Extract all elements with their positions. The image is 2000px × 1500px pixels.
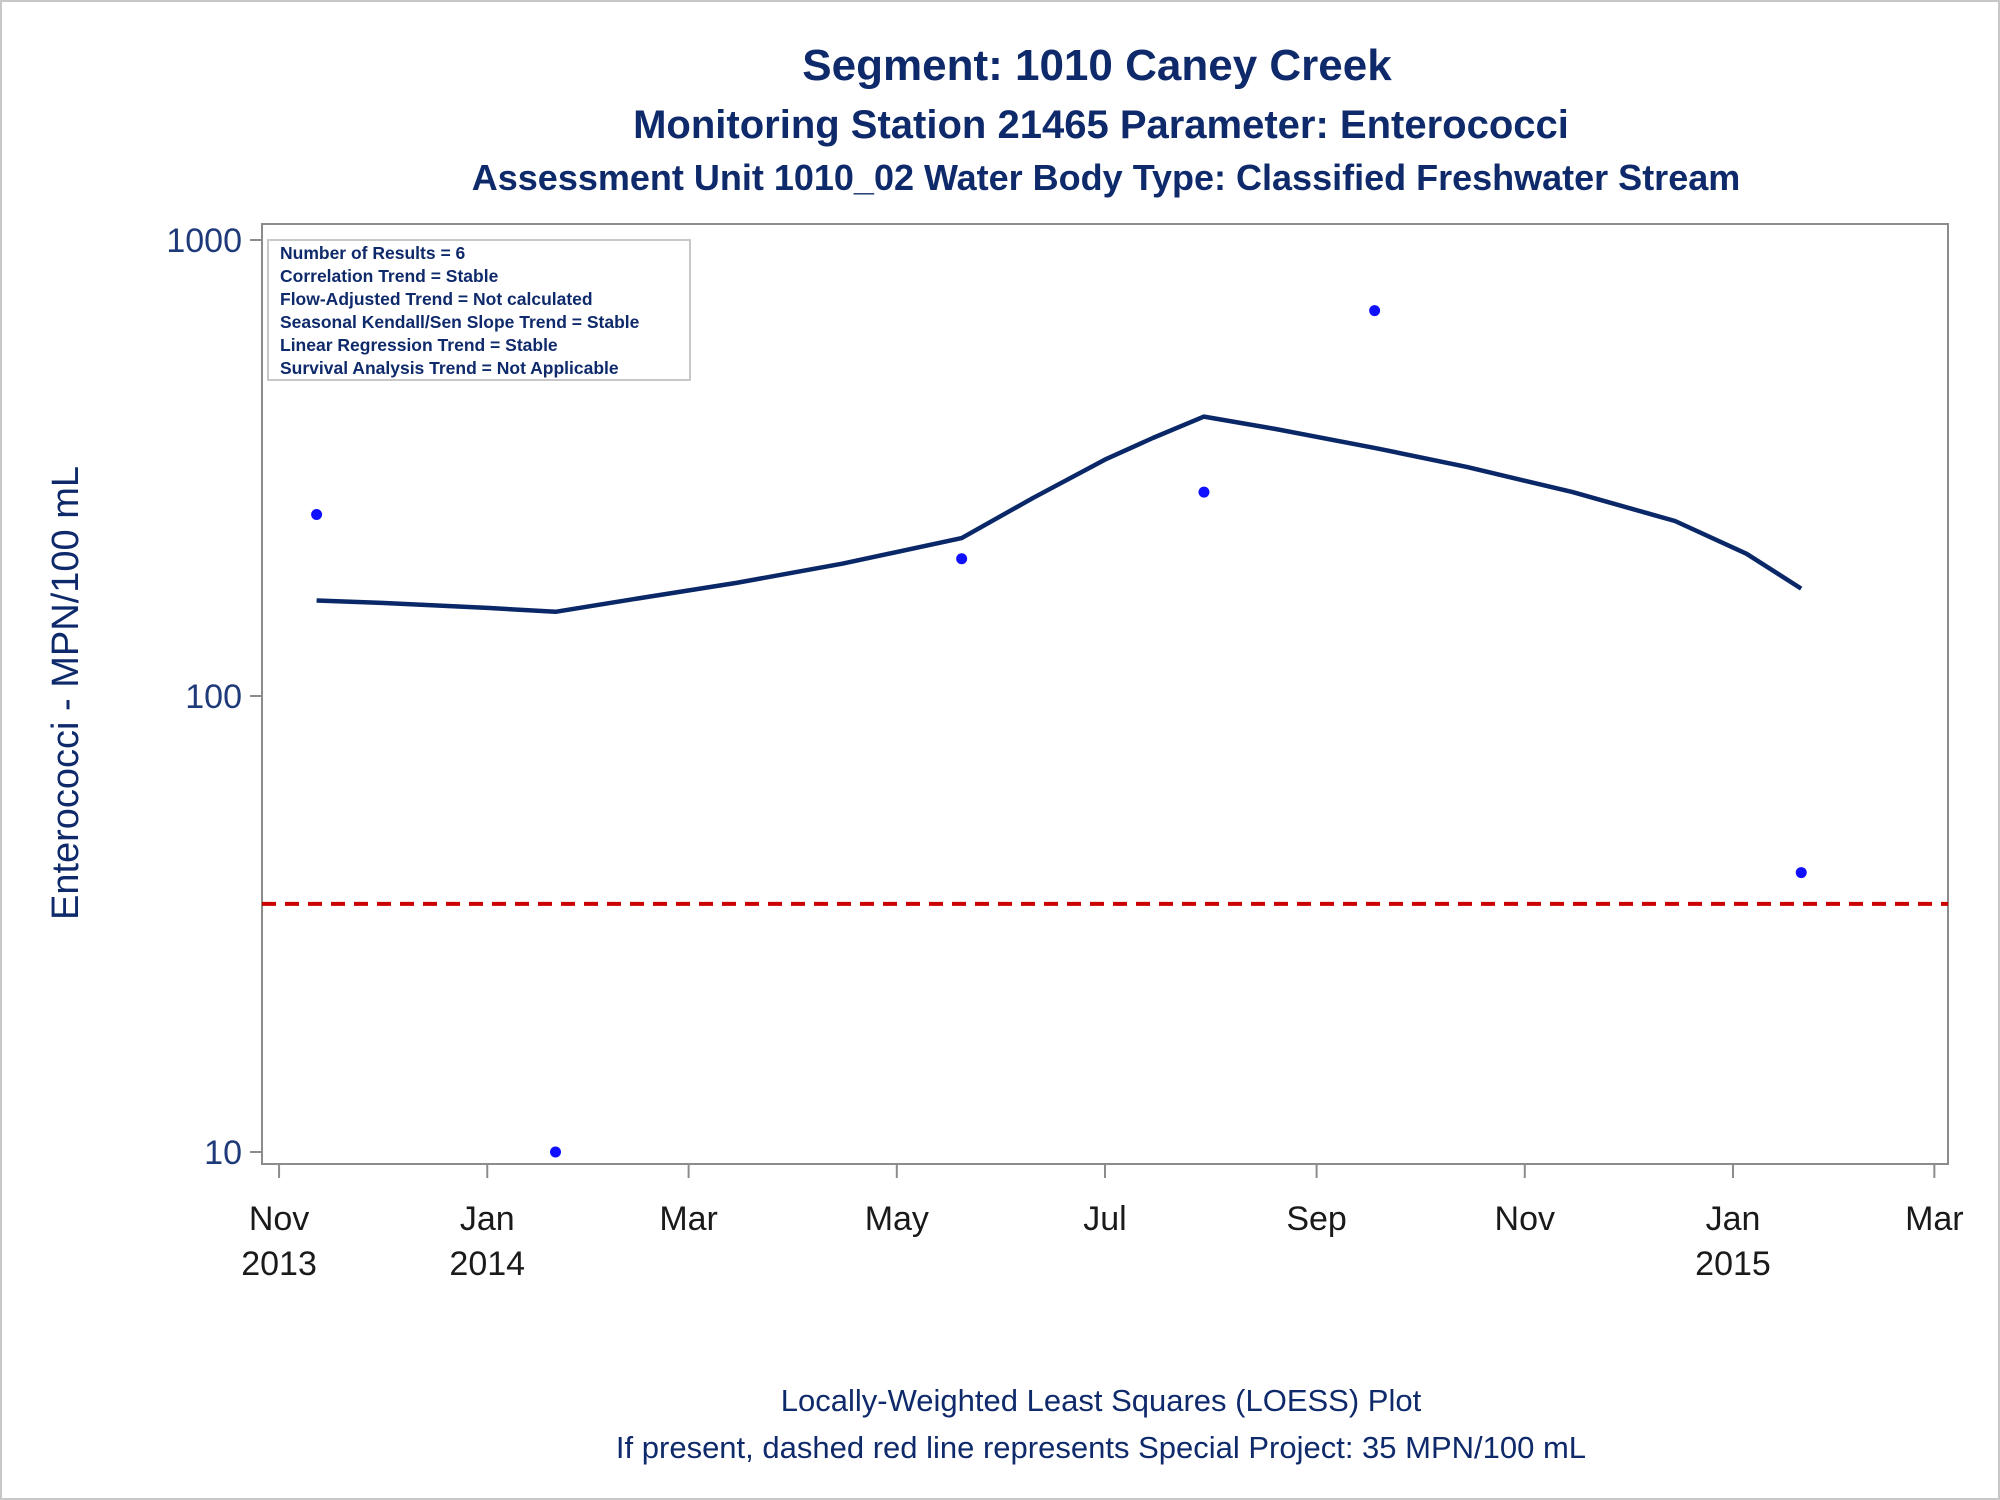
x-tick-label: Jan <box>1706 1200 1761 1238</box>
chart-subtitle-2: Assessment Unit 1010_02 Water Body Type:… <box>472 157 1741 198</box>
y-tick-label: 1000 <box>166 222 242 260</box>
x-tick-label: Mar <box>659 1200 718 1238</box>
y-axis-label: Enterococci - MPN/100 mL <box>45 466 87 920</box>
stats-box: Number of Results = 6 Correlation Trend … <box>267 239 691 381</box>
data-points <box>311 305 1807 1158</box>
x-tick-label: Nov <box>1495 1200 1555 1238</box>
footnote-reference: If present, dashed red line represents S… <box>616 1430 1586 1465</box>
x-tick-label: Jul <box>1083 1200 1126 1238</box>
x-tick-label: 2014 <box>449 1245 525 1283</box>
data-point <box>1198 486 1210 498</box>
x-tick-label: May <box>865 1200 929 1238</box>
x-tick-label: Mar <box>1905 1200 1964 1238</box>
x-tick-label: Jan <box>460 1200 515 1238</box>
chart-title: Segment: 1010 Caney Creek <box>802 41 1392 90</box>
y-tick-label: 10 <box>204 1134 242 1172</box>
stats-line-flow-adjusted: Flow-Adjusted Trend = Not calculated <box>280 289 593 309</box>
data-point <box>1369 305 1381 317</box>
stats-line-linear-regression: Linear Regression Trend = Stable <box>280 335 558 355</box>
x-tick-label: Nov <box>249 1200 309 1238</box>
footnote-loess: Locally-Weighted Least Squares (LOESS) P… <box>781 1383 1422 1418</box>
stats-line-results: Number of Results = 6 <box>280 243 466 263</box>
x-axis: Nov 2013 Jan 2014 Mar May Jul Sep Nov Jan 2015 Mar <box>241 1164 1964 1283</box>
stats-line-seasonal-kendall: Seasonal Kendall/Sen Slope Trend = Stabl… <box>280 312 640 332</box>
loess-curve <box>316 414 1803 615</box>
loess-layer <box>316 414 1803 615</box>
data-point <box>1795 867 1807 879</box>
x-tick-label: Sep <box>1286 1200 1347 1238</box>
stats-line-correlation: Correlation Trend = Stable <box>280 266 499 286</box>
y-tick-label: 100 <box>185 678 242 716</box>
x-tick-label: 2013 <box>241 1245 317 1283</box>
stats-box-frame <box>267 239 691 381</box>
chart-subtitle: Monitoring Station 21465 Parameter: Ente… <box>633 103 1569 147</box>
data-point <box>956 553 968 565</box>
data-point <box>311 509 323 521</box>
y-axis: 10 100 1000 <box>166 222 262 1172</box>
stats-line-survival: Survival Analysis Trend = Not Applicable <box>280 358 619 378</box>
data-point <box>550 1146 562 1158</box>
x-tick-label: 2015 <box>1695 1245 1771 1283</box>
